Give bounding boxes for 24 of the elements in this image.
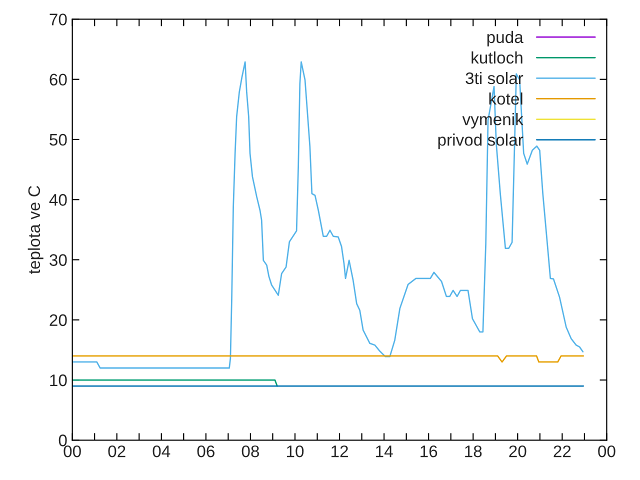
y-tick-label: 60: [50, 74, 67, 86]
y-tick-label: 70: [50, 14, 67, 26]
x-tick-label: 22: [554, 445, 571, 458]
y-tick-label: 10: [50, 374, 67, 386]
y-tick-label: 30: [50, 254, 67, 266]
x-tick-label: 06: [197, 445, 214, 458]
x-tick-label: 10: [286, 445, 304, 458]
x-tick-label: 04: [152, 445, 170, 458]
legend-label: puda: [487, 30, 524, 46]
y-tick-label: 0: [58, 434, 67, 446]
x-tick-label: 08: [242, 445, 259, 458]
y-tick-label: 40: [49, 194, 67, 206]
y-tick-label: 50: [50, 134, 67, 146]
y-axis-title: teplota ve C: [28, 186, 44, 274]
x-tick-label: 12: [332, 445, 348, 458]
x-tick-label: 16: [420, 445, 438, 458]
x-tick-label: 00: [598, 445, 616, 458]
x-tick-label: 18: [465, 445, 482, 458]
x-tick-label: 20: [509, 445, 526, 458]
x-tick-label: 00: [64, 445, 81, 458]
x-tick-label: 14: [376, 446, 393, 458]
legend-label: kutloch: [472, 51, 522, 64]
y-tick-label: 20: [50, 314, 67, 326]
x-tick-label: 02: [108, 445, 126, 458]
